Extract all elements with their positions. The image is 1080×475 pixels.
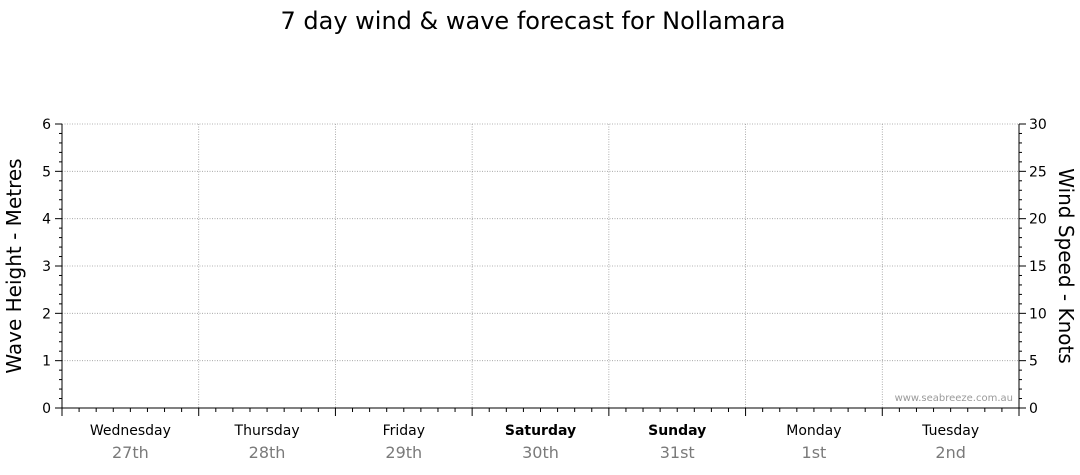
- day-name-label: Tuesday: [921, 423, 979, 439]
- day-date-label: 2nd: [935, 443, 965, 462]
- day-name-label: Sunday: [648, 423, 706, 439]
- right-tick-label: 5: [1029, 354, 1038, 370]
- right-tick-label: 30: [1029, 117, 1047, 133]
- chart-title: 7 day wind & wave forecast for Nollamara: [281, 7, 786, 35]
- right-tick-label: 25: [1029, 164, 1047, 180]
- watermark-text: www.seabreeze.com.au: [895, 393, 1013, 404]
- axes-layer: [55, 123, 1026, 416]
- left-tick-label: 1: [42, 354, 51, 370]
- right-tick-label: 15: [1029, 259, 1047, 275]
- day-name-label: Wednesday: [90, 423, 171, 439]
- left-tick-label: 0: [42, 401, 51, 417]
- labels-layer: 0 1 2 3 4 5 6 0 5 10 15 20 25 30 Wednesday 27th Thursday…: [42, 117, 1047, 462]
- left-tick-label: 2: [42, 306, 51, 322]
- day-date-label: 31st: [660, 443, 695, 462]
- day-date-label: 1st: [802, 443, 827, 462]
- left-tick-label: 4: [42, 212, 51, 228]
- grid-layer: [62, 123, 1019, 408]
- day-date-label: 30th: [522, 443, 559, 462]
- left-axis-title: Wave Height - Metres: [2, 158, 26, 373]
- left-tick-label: 5: [42, 164, 51, 180]
- day-date-label: 29th: [385, 443, 422, 462]
- day-date-label: 28th: [249, 443, 286, 462]
- day-name-label: Friday: [383, 423, 425, 439]
- right-tick-label: 10: [1029, 306, 1047, 322]
- right-tick-label: 0: [1029, 401, 1038, 417]
- right-axis-title: Wind Speed - Knots: [1054, 168, 1078, 364]
- day-date-label: 27th: [112, 443, 149, 462]
- right-tick-label: 20: [1029, 212, 1047, 228]
- left-tick-label: 3: [42, 259, 51, 275]
- day-name-label: Saturday: [505, 423, 576, 439]
- day-name-label: Thursday: [234, 423, 300, 439]
- day-name-label: Monday: [786, 423, 841, 439]
- left-tick-label: 6: [42, 117, 51, 133]
